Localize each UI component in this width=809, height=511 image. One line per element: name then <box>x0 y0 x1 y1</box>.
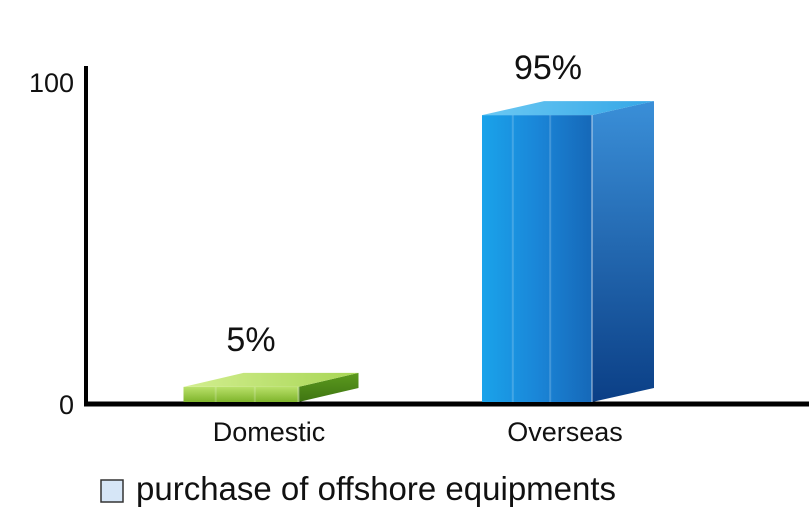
y-tick-label: 0 <box>59 390 74 420</box>
bar-top-face <box>183 372 359 387</box>
legend-swatch <box>100 479 124 503</box>
y-tick-labels: 0 100 <box>29 68 74 420</box>
bar-side-face <box>298 372 359 402</box>
bars <box>183 101 654 402</box>
data-label: 95% <box>514 49 582 87</box>
bar-domestic <box>183 372 359 402</box>
category-label: Overseas <box>507 417 623 447</box>
y-tick-label: 100 <box>29 68 74 98</box>
category-labels: Domestic Overseas <box>213 417 623 447</box>
bar-front-face <box>482 115 592 402</box>
bar-front-face <box>183 386 299 402</box>
bar-overseas <box>482 101 654 402</box>
legend: purchase of offshore equipments <box>100 470 616 507</box>
bar-side-face <box>592 101 654 402</box>
data-label: 5% <box>226 321 275 359</box>
bar-top-face <box>482 101 654 116</box>
data-labels: 5% 95% <box>226 49 582 359</box>
legend-label: purchase of offshore equipments <box>136 470 616 507</box>
category-label: Domestic <box>213 417 326 447</box>
